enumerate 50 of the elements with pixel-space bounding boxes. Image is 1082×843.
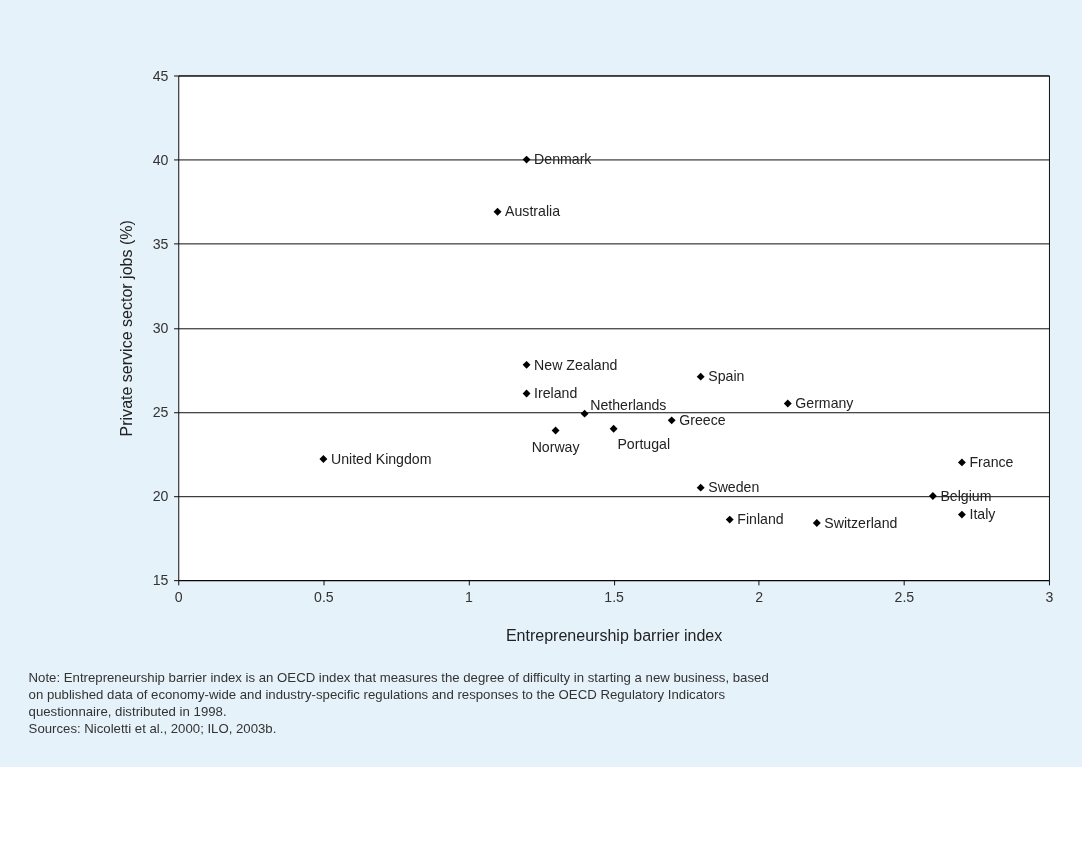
point [609, 424, 618, 433]
annotation: France [969, 454, 1014, 471]
x-tick-label: 1.5 [604, 589, 625, 606]
x-axis-title: Entrepreneurship barrier index [505, 626, 723, 645]
annotation: Netherlands [590, 396, 667, 413]
point [957, 510, 966, 519]
annotation: Ireland [534, 385, 578, 402]
source-note: Sources: Nicoletti et al., 2000; ILO, 2003b. [28, 721, 277, 736]
point [522, 360, 531, 369]
point [696, 483, 705, 492]
point [551, 426, 560, 435]
point [493, 207, 502, 216]
annotation: Greece [679, 412, 726, 429]
annotation: Sweden [708, 479, 760, 496]
annotation: Spain [708, 368, 745, 385]
annotation: Switzerland [824, 514, 898, 531]
x-tick-label: 2 [755, 589, 764, 606]
annotation: New Zealand [534, 356, 618, 373]
y-tick-label: 15 [152, 572, 169, 589]
point [957, 458, 966, 467]
y-tick-label: 25 [152, 404, 169, 421]
x-tick-label: 0.5 [314, 589, 334, 606]
point [667, 416, 676, 425]
y-tick-label: 30 [152, 320, 169, 337]
y-tick-label: 35 [152, 235, 169, 252]
point [696, 372, 705, 381]
x-tick-label: 1 [465, 589, 474, 606]
y-axis-title: Private service sector jobs (%) [116, 220, 135, 437]
point [725, 515, 734, 524]
point [812, 519, 821, 527]
y-tick-label: 20 [152, 488, 169, 505]
annotation: Finland [737, 511, 784, 528]
point [522, 389, 531, 398]
text: Note: Entrepreneurship barrier index is an OECD index that measures the degree of difficulty in starting a new business, based on published data of economy-wide and industry-specific regulations and responses to the OECD Regulatory Indicators questionnaire, distributed in 1998. [28, 670, 769, 720]
annotation: United Kingdom [330, 450, 432, 467]
annotation: Norway [531, 439, 581, 456]
x-tick-label: 2.5 [894, 589, 915, 606]
point [522, 155, 531, 164]
x-tick-label: 0 [174, 589, 183, 606]
point [783, 399, 792, 408]
point [580, 409, 589, 418]
point [928, 492, 937, 501]
y-tick-label: 40 [152, 151, 169, 168]
annotation: Portugal [617, 435, 671, 452]
annotation: Italy [969, 506, 997, 523]
point [319, 455, 328, 464]
annotation: Germany [795, 395, 855, 412]
x-tick-label: 3 [1045, 589, 1054, 606]
annotation: Australia [505, 203, 561, 220]
y-tick-label: 45 [152, 67, 169, 84]
